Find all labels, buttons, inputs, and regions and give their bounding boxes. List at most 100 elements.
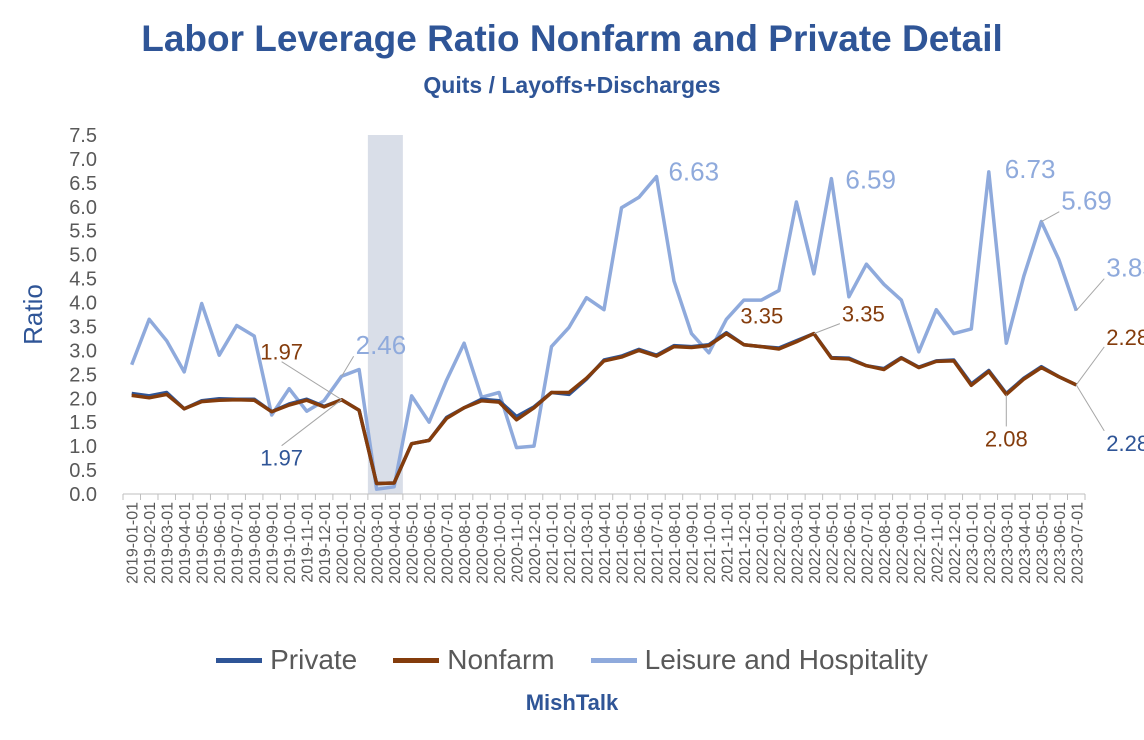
x-tick-label: 2022-01-01 — [754, 502, 771, 584]
data-label: 3.35 — [842, 302, 885, 327]
data-label: 3.83 — [1106, 253, 1144, 283]
legend-swatch-leisure — [590, 657, 637, 663]
legend-item-nonfarm: Nonfarm — [393, 644, 555, 676]
y-tick-label: 5.5 — [69, 221, 97, 243]
x-tick-label: 2020-12-01 — [527, 502, 544, 584]
x-tick-label: 2019-07-01 — [230, 502, 247, 584]
y-tick-label: 6.0 — [69, 197, 97, 219]
chart-legend: Private Nonfarm Leisure and Hospitality — [0, 644, 1144, 676]
x-tick-labels: 2019-01-01 2019-02-01 2019-03-01 2019-04-01… — [125, 502, 1087, 584]
y-tick-label: 4.0 — [69, 293, 97, 315]
x-tick-label: 2021-12-01 — [737, 502, 754, 584]
y-tick-label: 2.5 — [69, 364, 97, 386]
x-tick-label: 2021-04-01 — [597, 502, 614, 584]
x-tick-label: 2020-11-01 — [510, 502, 527, 583]
x-tick-label: 2020-02-01 — [352, 502, 369, 584]
data-label: 1.97 — [260, 340, 303, 365]
x-tick-label: 2019-08-01 — [247, 502, 264, 584]
x-tick-label: 2022-07-01 — [859, 502, 876, 584]
x-tick-label: 2021-02-01 — [562, 502, 579, 584]
x-tick-label: 2020-05-01 — [405, 502, 422, 584]
data-label-leader — [281, 399, 342, 447]
x-tick-label: 2019-05-01 — [195, 502, 212, 584]
x-tick-label: 2022-08-01 — [877, 502, 894, 584]
legend-label-private: Private — [270, 644, 358, 675]
x-tick-label: 2019-03-01 — [160, 502, 177, 584]
y-tick-label: 0.5 — [69, 460, 97, 482]
y-tick-label: 0.0 — [69, 484, 97, 506]
data-label-leader — [813, 323, 841, 335]
y-tick-label: 7.0 — [69, 149, 97, 171]
legend-label-leisure: Leisure and Hospitality — [644, 644, 928, 675]
data-label: 6.73 — [1005, 154, 1056, 184]
x-tick-label: 2022-06-01 — [842, 502, 859, 584]
data-label-leader — [1075, 384, 1105, 432]
x-tick-label: 2022-03-01 — [789, 502, 806, 584]
recession-band — [367, 135, 403, 494]
data-label: 1.97 — [260, 446, 303, 471]
data-label-leader — [1075, 278, 1105, 311]
x-tick-label: 2021-05-01 — [614, 502, 631, 584]
x-tick-label: 2021-01-01 — [545, 502, 562, 584]
x-tick-label: 2019-04-01 — [177, 502, 194, 584]
x-tick-label: 2021-03-01 — [580, 502, 597, 584]
x-tick-label: 2020-10-01 — [492, 502, 509, 584]
x-tick-label: 2020-03-01 — [370, 502, 387, 584]
x-tick-label: 2022-12-01 — [947, 502, 964, 584]
x-tick-label: 2023-04-01 — [1017, 502, 1034, 584]
data-label-leader — [281, 361, 342, 401]
legend-swatch-private — [216, 657, 263, 663]
data-label: 6.63 — [668, 157, 719, 187]
x-tick-label: 2023-06-01 — [1052, 502, 1069, 584]
chart-subtitle: Quits / Layoffs+Discharges — [423, 72, 721, 98]
data-label: 5.69 — [1061, 186, 1112, 216]
y-tick-label: 7.5 — [69, 125, 97, 147]
y-tick-label: 5.0 — [69, 245, 97, 267]
x-tick-label: 2021-07-01 — [649, 502, 666, 584]
x-tick-label: 2023-01-01 — [964, 502, 981, 584]
legend-swatch-nonfarm — [393, 657, 440, 663]
data-label-leader — [1075, 346, 1105, 386]
y-tick-label: 3.0 — [69, 340, 97, 362]
x-tick-label: 2022-05-01 — [824, 502, 841, 584]
legend-item-leisure: Leisure and Hospitality — [590, 644, 928, 676]
legend-item-private: Private — [216, 644, 357, 676]
x-tick-label: 2022-04-01 — [807, 502, 824, 584]
x-tick-label: 2019-06-01 — [212, 502, 229, 584]
y-tick-label: 6.5 — [69, 173, 97, 195]
x-tick-label: 2023-07-01 — [1069, 502, 1086, 584]
x-tick-label: 2019-10-01 — [282, 502, 299, 584]
x-tick-label: 2023-02-01 — [982, 502, 999, 584]
chart-title: Labor Leverage Ratio Nonfarm and Private… — [141, 18, 1003, 59]
x-tick-label: 2019-02-01 — [142, 502, 159, 584]
y-tick-labels: 0.00.51.01.52.02.53.03.54.04.55.05.56.06… — [69, 125, 97, 506]
x-tick-label: 2019-11-01 — [300, 502, 317, 583]
x-tick-label: 2021-11-01 — [719, 502, 736, 583]
y-tick-label: 4.5 — [69, 269, 97, 291]
x-tick-label: 2020-01-01 — [335, 502, 352, 584]
x-tick-label: 2019-12-01 — [317, 502, 334, 584]
legend-label-nonfarm: Nonfarm — [447, 644, 555, 675]
x-tick-label: 2022-02-01 — [772, 502, 789, 584]
data-label-leader — [341, 355, 355, 377]
x-tick-label: 2019-09-01 — [265, 502, 282, 584]
x-tick-label: 2023-05-01 — [1034, 502, 1051, 584]
data-labels: 2.46 1.97 1.97 6.63 3.35 6.59 3.35 6.735.69 3.83… — [260, 154, 1144, 471]
data-label-leader — [1041, 211, 1060, 223]
x-tick-label: 2021-10-01 — [702, 502, 719, 584]
x-tick-label: 2022-11-01 — [929, 502, 946, 583]
x-tick-label: 2022-10-01 — [912, 502, 929, 584]
series-line-leisure-and-hospitality — [130, 170, 1078, 491]
x-tick-label: 2023-03-01 — [999, 502, 1016, 584]
x-tick-label: 2020-07-01 — [440, 502, 457, 584]
y-tick-label: 2.0 — [69, 388, 97, 410]
data-label: 2.28 — [1106, 325, 1144, 350]
y-tick-label: 1.0 — [69, 436, 97, 458]
x-tick-label: 2020-04-01 — [387, 502, 404, 584]
x-tick-label: 2020-08-01 — [457, 502, 474, 584]
x-tick-label: 2021-08-01 — [667, 502, 684, 584]
data-label: 3.35 — [740, 304, 783, 329]
x-tick-label: 2019-01-01 — [125, 502, 142, 584]
y-tick-label: 3.5 — [69, 316, 97, 338]
